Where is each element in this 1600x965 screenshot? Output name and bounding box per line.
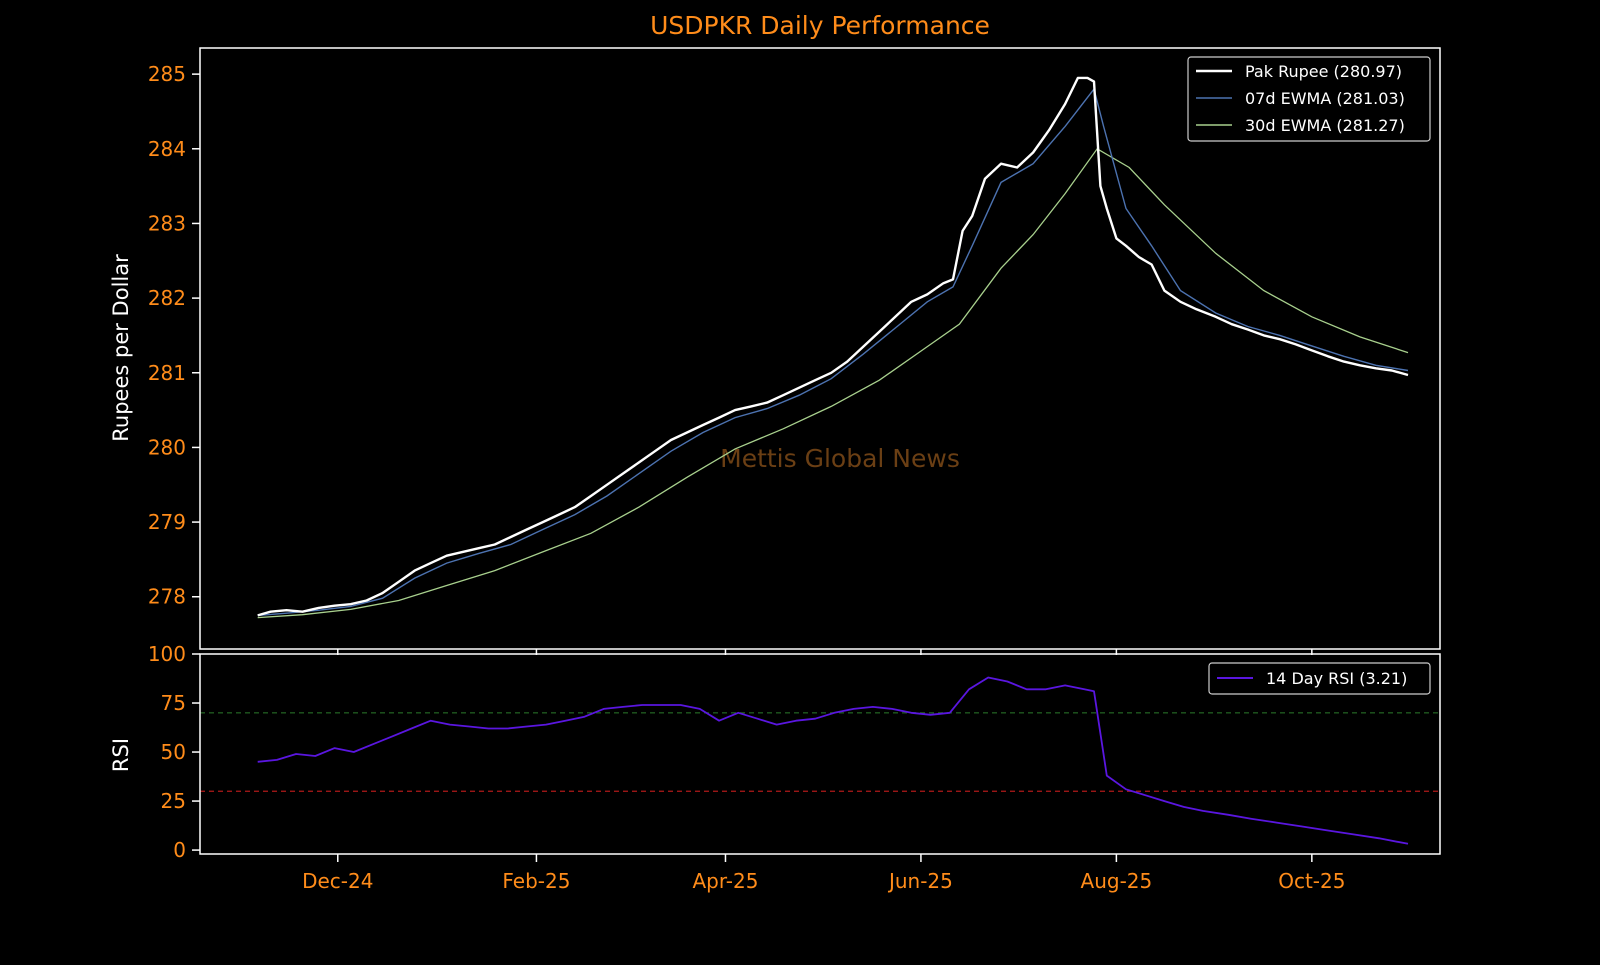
x-tick-label: Apr-25 — [692, 869, 758, 893]
legend-label-ewma7: 07d EWMA (281.03) — [1245, 89, 1405, 108]
price-legend: Pak Rupee (280.97) 07d EWMA (281.03) 30d… — [1187, 56, 1431, 142]
price-y-tick-label: 285 — [148, 62, 186, 86]
series-line-price — [257, 76, 1409, 617]
rsi-y-tick-label: 75 — [161, 691, 186, 715]
price-series — [257, 76, 1409, 619]
legend-label-price: Pak Rupee (280.97) — [1245, 62, 1402, 81]
price-y-tick-label: 284 — [148, 137, 186, 161]
price-y-tick-label: 280 — [148, 435, 186, 459]
x-tick-label: Dec-24 — [302, 869, 373, 893]
price-panel: Rupees per Dollar Mettis Global News 278… — [109, 47, 1441, 650]
rsi-y-axis-label: RSI — [109, 738, 133, 772]
rsi-legend-box — [1208, 662, 1431, 695]
chart-title: USDPKR Daily Performance — [650, 11, 990, 40]
x-axis-ticks: Dec-24 Feb-25 Apr-25 Jun-25 Aug-25 Oct-25 — [302, 649, 1345, 893]
price-y-tick-label: 283 — [148, 211, 186, 235]
price-y-tick-label: 278 — [148, 585, 186, 609]
price-y-tick-label: 282 — [148, 286, 186, 310]
price-y-tick-label: 279 — [148, 510, 186, 534]
series-line-ewma30 — [257, 147, 1409, 619]
rsi-y-tick-label: 25 — [161, 789, 186, 813]
rsi-y-tick-label: 0 — [173, 838, 186, 862]
price-y-axis-label: Rupees per Dollar — [109, 254, 133, 442]
price-legend-box — [1187, 56, 1431, 142]
rsi-y-tick-label: 100 — [148, 642, 186, 666]
series-line-ewma7 — [257, 87, 1409, 617]
x-tick-label: Jun-25 — [887, 869, 953, 893]
rsi-panel: RSI 0 25 50 75 100 14 Day RSI (3.21) — [109, 642, 1441, 862]
x-tick-label: Aug-25 — [1081, 869, 1153, 893]
rsi-y-tick-label: 50 — [161, 740, 186, 764]
rsi-panel-frame — [199, 653, 1441, 855]
series-line-rsi — [257, 676, 1409, 845]
watermark: Mettis Global News — [720, 444, 960, 473]
rsi-series — [257, 676, 1409, 845]
x-tick-label: Oct-25 — [1278, 869, 1345, 893]
rsi-legend: 14 Day RSI (3.21) — [1208, 662, 1431, 695]
price-y-ticks: 278 279 280 281 282 283 284 285 — [148, 62, 200, 609]
rsi-y-ticks: 0 25 50 75 100 — [148, 642, 200, 862]
price-y-tick-label: 281 — [148, 361, 186, 385]
legend-label-ewma30: 30d EWMA (281.27) — [1245, 116, 1405, 135]
legend-label-rsi: 14 Day RSI (3.21) — [1266, 669, 1407, 688]
x-tick-label: Feb-25 — [502, 869, 570, 893]
price-panel-frame — [199, 47, 1441, 650]
